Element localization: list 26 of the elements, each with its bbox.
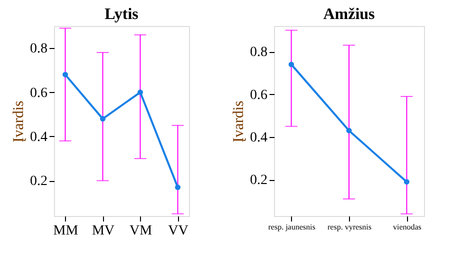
- point: [62, 72, 68, 78]
- x-tick-label: MV: [92, 224, 115, 238]
- point: [175, 184, 180, 190]
- y-tick-label: 0.8: [30, 42, 48, 57]
- point: [346, 128, 352, 134]
- y-tick-label: 0.6: [250, 88, 268, 103]
- x-tick-label: resp. vyresnis: [328, 222, 372, 232]
- y-tick-label: 0.2: [250, 173, 268, 188]
- y-tick-label: 0.2: [30, 174, 48, 190]
- x-tick-label: resp. jaunesnis: [268, 222, 316, 232]
- y-tick-label: 0.6: [30, 86, 48, 101]
- point: [288, 62, 294, 68]
- point: [100, 116, 106, 122]
- y-tick-label: 0.4: [250, 130, 268, 146]
- chart-title: Lytis: [104, 6, 138, 23]
- point: [138, 90, 143, 96]
- y-axis-title: Įvardis: [231, 100, 247, 142]
- x-tick-label: VM: [129, 224, 153, 238]
- chart-title: Amžius: [323, 6, 375, 23]
- y-tick-label: 0.8: [250, 45, 268, 60]
- point: [404, 179, 410, 185]
- x-tick-label: vienodas: [392, 222, 422, 232]
- y-axis-title: Įvardis: [11, 100, 27, 142]
- x-tick-label: MM: [53, 224, 79, 238]
- x-tick-label: VV: [168, 224, 188, 238]
- y-tick-label: 0.4: [30, 130, 48, 145]
